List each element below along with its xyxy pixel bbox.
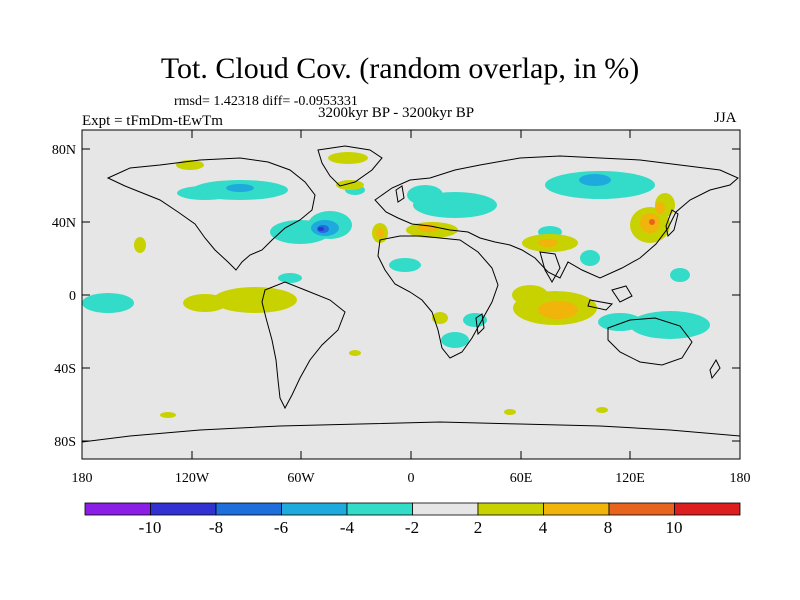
colorbar-label: -2	[405, 518, 419, 537]
lon-label-120w: 120W	[175, 471, 210, 486]
lon-label-120e: 120E	[615, 471, 645, 486]
lat-label-40s: 40S	[54, 362, 76, 377]
lat-label-40n: 40N	[52, 216, 76, 231]
period-label: 3200kyr BP - 3200kyr BP	[318, 105, 475, 121]
season-label: JJA	[714, 110, 737, 126]
colorbar-label: 10	[666, 518, 683, 537]
colorbar-swatch	[543, 502, 610, 516]
colorbar-label: 4	[539, 518, 548, 537]
colorbar-swatch	[84, 502, 151, 516]
map-title: Tot. Cloud Cov. (random overlap, in %)	[160, 52, 640, 85]
coastlines	[81, 145, 741, 443]
colorbar-label: -8	[209, 518, 223, 537]
lat-label-0: 0	[69, 289, 76, 304]
colorbar-swatch	[412, 502, 479, 516]
colorbar-swatch	[477, 502, 544, 516]
lat-label-80s: 80S	[54, 435, 76, 450]
lon-label-180w: 180	[72, 471, 93, 486]
colorbar-label: 8	[604, 518, 613, 537]
colorbar-swatch	[608, 502, 675, 516]
experiment-label: Expt = tFmDm-tEwTm	[82, 113, 223, 129]
colorbar-swatch	[215, 502, 282, 516]
colorbar-label: -10	[139, 518, 162, 537]
strong-negative-patches	[317, 225, 329, 233]
lon-label-60e: 60E	[510, 471, 533, 486]
lon-tick-marks	[81, 130, 631, 459]
colorbar-swatch	[346, 502, 413, 516]
lon-label-0: 0	[408, 471, 415, 486]
colorbar-swatch	[281, 502, 348, 516]
colorbar	[84, 502, 741, 516]
very-strong-positive-patches	[649, 219, 655, 225]
lon-label-60w: 60W	[287, 471, 315, 486]
colorbar-swatch	[674, 502, 741, 516]
colorbar-swatch	[150, 502, 217, 516]
colorbar-label: -6	[274, 518, 288, 537]
lat-label-80n: 80N	[52, 143, 76, 158]
lon-label-180e: 180	[730, 471, 751, 486]
colorbar-label: 2	[474, 518, 483, 537]
stats-line: rmsd= 1.42318 diff= -0.0953331	[174, 94, 358, 109]
lat-tick-marks	[82, 148, 740, 442]
colorbar-label: -4	[340, 518, 355, 537]
